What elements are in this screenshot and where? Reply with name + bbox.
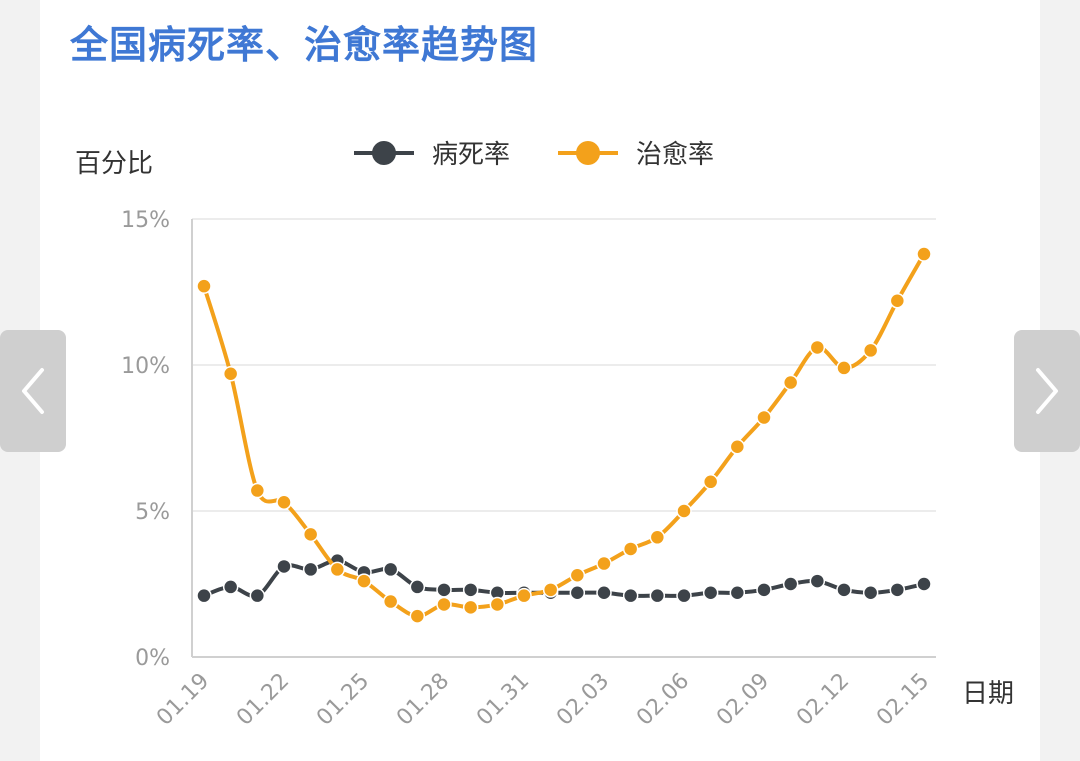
legend-marker (372, 141, 396, 165)
cure-rate-point (196, 278, 212, 294)
cure-rate-point (489, 596, 506, 613)
y-tick-label: 10% (121, 354, 170, 379)
death-rate-point (649, 587, 666, 604)
x-axis-label: 日期 (962, 679, 1014, 709)
death-rate-point (836, 582, 852, 598)
death-rate-point (702, 585, 719, 601)
series-layer (196, 246, 932, 624)
cure-rate-point (409, 608, 426, 624)
x-tick-label: 01.25 (312, 669, 374, 731)
cure-rate-point (622, 541, 639, 557)
death-rate-point (196, 587, 212, 604)
grid-lines (191, 218, 936, 658)
death-rate-point (809, 573, 826, 589)
cure-rate-point (782, 374, 799, 391)
x-axis-ticks: 01.19 01.22 01.25 01.28 01.31 02.03 02.06 02.09… (152, 669, 934, 731)
x-tick-label: 02.03 (552, 669, 614, 731)
x-tick-label: 01.28 (392, 669, 454, 731)
cure-rate-point (809, 339, 826, 356)
legend-label: 病死率 (432, 140, 510, 170)
death-rate-point (436, 582, 452, 598)
death-rate-point (462, 582, 479, 598)
death-rate-point (622, 587, 639, 604)
next-button[interactable] (1014, 330, 1080, 452)
death-rate-point (889, 582, 906, 598)
cure-rate-point (249, 482, 266, 499)
chart-title: 全国病死率、治愈率趋势图 (70, 23, 539, 67)
cure-rate-point (756, 409, 772, 426)
x-tick-label: 02.09 (712, 669, 774, 731)
cure-rate-point (382, 593, 399, 610)
cure-rate-point (542, 582, 559, 598)
death-rate-point (862, 585, 879, 601)
legend-marker (576, 141, 600, 165)
chevron-right-icon (1036, 368, 1058, 414)
y-tick-label: 0% (135, 646, 170, 671)
cure-rate-point (676, 503, 692, 519)
cure-rate-point (889, 293, 906, 309)
cure-rate-point (276, 494, 292, 510)
y-tick-label: 15% (121, 208, 170, 233)
death-rate-point (782, 576, 799, 592)
cure-rate-point (436, 596, 452, 613)
x-tick-label: 01.22 (232, 669, 294, 731)
death-rate-point (916, 576, 932, 592)
death-rate-point (276, 558, 292, 575)
cure-rate-point (702, 474, 719, 490)
x-tick-label: 02.15 (872, 669, 934, 731)
cure-rate-point (462, 599, 479, 616)
cure-rate-point (862, 342, 879, 359)
y-tick-label: 5% (135, 500, 170, 525)
x-tick-label: 02.12 (792, 669, 854, 731)
cure-rate-point (329, 561, 346, 578)
cure-rate-point (729, 439, 746, 455)
death-rate-line (203, 558, 925, 599)
death-rate-point (676, 587, 692, 604)
death-rate-point (569, 585, 586, 601)
legend-item: 治愈率 (558, 140, 714, 170)
death-rate-point (382, 561, 399, 578)
cure-rate-point (356, 573, 372, 589)
death-rate-point (596, 585, 612, 601)
previous-button[interactable] (0, 330, 66, 452)
x-tick-label: 01.31 (472, 669, 534, 731)
chart-card (40, 0, 1040, 761)
death-rate-point (302, 561, 319, 578)
y-axis-ticks: 0% 5% 10% 15% (121, 208, 170, 671)
y-axis-label: 百分比 (75, 149, 153, 179)
death-rate-point (222, 579, 239, 595)
x-tick-label: 02.06 (632, 669, 694, 731)
chevron-left-icon (22, 368, 44, 414)
death-rate-point (409, 579, 426, 595)
cure-rate-point (302, 526, 319, 543)
legend-label: 治愈率 (636, 140, 714, 170)
cure-rate-point (916, 246, 932, 262)
death-rate-point (756, 582, 772, 598)
cure-rate-point (596, 555, 612, 572)
cure-rate-point (836, 360, 852, 376)
cure-rate-point (569, 567, 586, 583)
death-rate-point (249, 587, 266, 604)
legend: 病死率 治愈率 (354, 140, 714, 170)
legend-item: 病死率 (354, 140, 510, 170)
cure-rate-point (516, 587, 532, 604)
death-rate-point (729, 585, 746, 601)
x-tick-label: 01.19 (152, 669, 214, 731)
cure-rate-point (649, 529, 666, 546)
cure-rate-point (222, 366, 239, 382)
